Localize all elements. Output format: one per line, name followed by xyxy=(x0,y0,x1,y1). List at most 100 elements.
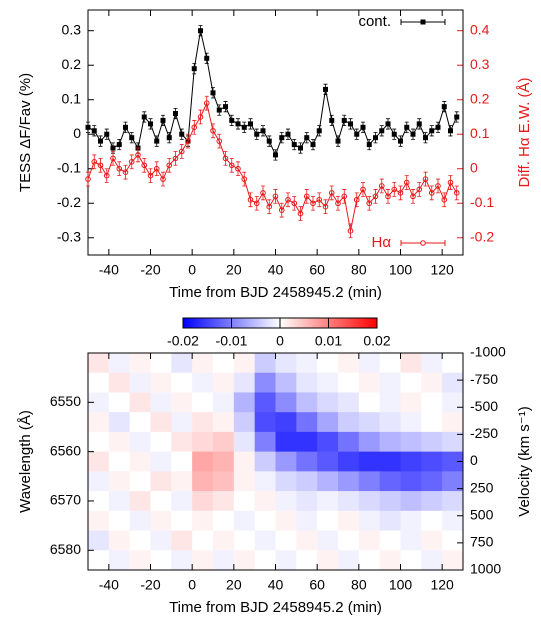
heatmap-cell xyxy=(296,471,318,492)
data-point xyxy=(291,200,298,207)
data-point xyxy=(248,121,253,127)
heatmap-cell xyxy=(213,550,235,571)
y-tick-label: 6550 xyxy=(50,393,81,409)
error-bar xyxy=(161,171,165,187)
heatmap-cell xyxy=(275,530,297,551)
heatmap-cell xyxy=(296,510,318,531)
heatmap-cell xyxy=(233,491,256,512)
heatmap-cell xyxy=(275,392,297,413)
y2-tick-label: 500 xyxy=(470,506,494,522)
colorbar-tick-label: 0.01 xyxy=(315,333,342,349)
data-point xyxy=(353,196,360,203)
error-bar xyxy=(273,189,278,204)
heatmap-cell xyxy=(129,491,151,512)
y-axis-label: Wavelength (Å) xyxy=(17,410,34,513)
heatmap-cell xyxy=(108,431,131,453)
heatmap-cell xyxy=(379,451,401,472)
error-bar xyxy=(429,185,434,201)
x-tick-label: 120 xyxy=(430,262,454,278)
heatmap-cell xyxy=(213,372,235,393)
error-bar xyxy=(404,175,409,190)
x-tick-label: 100 xyxy=(389,262,413,278)
legend-label: Hα xyxy=(371,234,391,251)
heatmap-cell xyxy=(275,510,297,531)
heatmap-cell xyxy=(88,412,110,433)
heatmap-cell xyxy=(275,550,297,571)
error-bar xyxy=(254,195,259,211)
data-point xyxy=(135,152,141,158)
heatmap-cell xyxy=(379,412,401,433)
data-point xyxy=(429,128,435,134)
heatmap-cell xyxy=(254,451,276,472)
heatmap-cell xyxy=(400,353,422,374)
data-point xyxy=(273,152,278,158)
legend-label: cont. xyxy=(358,13,391,30)
error-bar xyxy=(442,192,447,208)
heatmap-cell xyxy=(358,471,381,492)
data-point xyxy=(123,124,128,130)
y2-tick-label: 0 xyxy=(470,159,478,175)
heatmap-cell xyxy=(275,431,297,453)
heatmap-cell xyxy=(171,412,193,433)
data-point xyxy=(216,138,223,144)
heatmap-cell xyxy=(442,451,464,472)
error-bar xyxy=(386,189,390,204)
heatmap-cell xyxy=(233,451,256,472)
heatmap-cell xyxy=(275,372,297,393)
heatmap-cell xyxy=(442,372,464,393)
heatmap-cell xyxy=(108,451,131,472)
heatmap-cell xyxy=(358,491,381,512)
data-point xyxy=(198,28,203,34)
heatmap-cell xyxy=(150,431,172,453)
data-point xyxy=(210,127,216,134)
heatmap-cell xyxy=(400,550,422,571)
data-point xyxy=(379,128,385,134)
data-point xyxy=(360,124,366,130)
error-bar xyxy=(411,189,415,204)
data-point xyxy=(160,176,166,182)
heatmap-cell xyxy=(233,550,256,571)
heatmap-cell xyxy=(171,353,193,374)
data-point xyxy=(447,179,454,186)
data-point xyxy=(97,162,104,169)
y2-tick-label: -0.1 xyxy=(470,194,494,210)
heatmap-cell xyxy=(108,471,131,492)
plot-frame xyxy=(87,352,464,571)
data-point xyxy=(241,176,248,182)
y2-tick-label: -0.2 xyxy=(470,228,494,244)
data-point xyxy=(91,159,98,165)
heatmap-cell xyxy=(317,353,339,374)
data-point xyxy=(191,124,198,131)
data-point xyxy=(398,138,403,144)
data-point xyxy=(104,131,110,137)
data-point xyxy=(453,190,460,196)
error-bar xyxy=(336,195,340,211)
data-point xyxy=(141,162,148,169)
data-point xyxy=(391,186,398,193)
heatmap-cell xyxy=(317,471,339,492)
data-point xyxy=(110,155,116,162)
error-bar xyxy=(354,192,359,208)
heatmap-cell xyxy=(358,530,381,551)
data-point xyxy=(272,193,279,200)
heatmap-cell xyxy=(442,353,464,374)
colorbar-tick-label: 0.02 xyxy=(363,333,390,349)
heatmap-cell xyxy=(421,392,443,413)
error-bar xyxy=(342,189,347,204)
heatmap-cell xyxy=(338,550,360,571)
error-bar xyxy=(142,157,147,173)
heatmap-cell xyxy=(421,550,443,571)
data-point xyxy=(410,193,416,200)
y2-axis-label: Velocity (km s⁻¹) xyxy=(516,406,533,516)
heatmap-cell xyxy=(171,372,193,393)
data-point xyxy=(260,128,266,134)
heatmap-cell xyxy=(358,353,381,374)
data-point xyxy=(335,138,341,144)
heatmap-cell xyxy=(213,491,235,512)
heatmap-cell xyxy=(233,431,256,453)
data-point xyxy=(348,121,353,127)
x-tick-label: 40 xyxy=(268,262,284,278)
heatmap-cell xyxy=(254,353,276,374)
y2-tick-label: 250 xyxy=(470,479,494,495)
data-point xyxy=(278,207,285,213)
